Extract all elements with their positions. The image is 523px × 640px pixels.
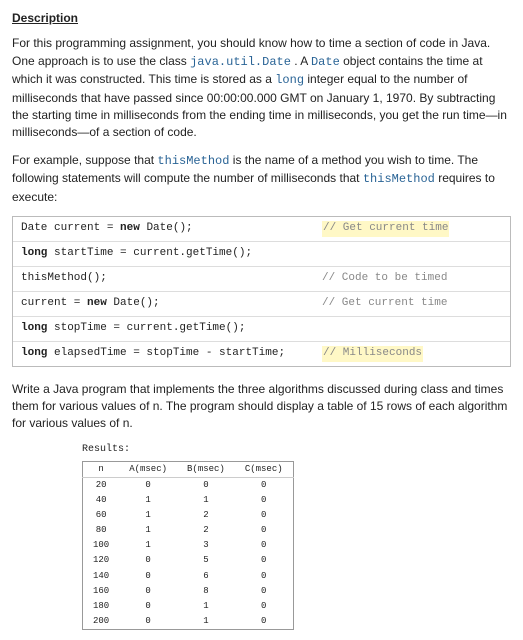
code-comment xyxy=(314,242,510,267)
cell: 0 xyxy=(235,508,293,523)
cell: 0 xyxy=(119,478,177,494)
cell: 1 xyxy=(119,538,177,553)
cell: 0 xyxy=(235,478,293,494)
cell: 3 xyxy=(177,538,235,553)
text: For example, suppose that xyxy=(12,153,157,167)
table-row: 100130 xyxy=(83,538,294,553)
cell: 1 xyxy=(119,493,177,508)
cell: 0 xyxy=(119,614,177,630)
table-row: 20000 xyxy=(83,478,294,494)
cell: 120 xyxy=(83,553,120,568)
col-header: n xyxy=(83,462,120,478)
cell: 0 xyxy=(235,599,293,614)
results-table: nA(msec)B(msec)C(msec) 20000401106012080… xyxy=(82,461,294,630)
cell: 20 xyxy=(83,478,120,494)
cell: 5 xyxy=(177,553,235,568)
code-line: long elapsedTime = stopTime - startTime; xyxy=(13,342,314,366)
code-java-util-date: java.util.Date xyxy=(190,55,291,69)
cell: 80 xyxy=(83,523,120,538)
cell: 0 xyxy=(235,553,293,568)
cell: 60 xyxy=(83,508,120,523)
cell: 0 xyxy=(177,478,235,494)
cell: 160 xyxy=(83,584,120,599)
paragraph-intro: For this programming assignment, you sho… xyxy=(12,35,511,141)
cell: 0 xyxy=(235,523,293,538)
cell: 1 xyxy=(177,599,235,614)
table-row: 40110 xyxy=(83,493,294,508)
col-header: B(msec) xyxy=(177,462,235,478)
cell: 0 xyxy=(235,493,293,508)
cell: 0 xyxy=(235,569,293,584)
table-row: 140060 xyxy=(83,569,294,584)
table-row: 120050 xyxy=(83,553,294,568)
code-comment: // Get current time xyxy=(314,217,510,242)
table-row: 180010 xyxy=(83,599,294,614)
code-comment: // Milliseconds xyxy=(314,342,510,366)
cell: 1 xyxy=(119,508,177,523)
cell: 0 xyxy=(119,584,177,599)
cell: 0 xyxy=(119,599,177,614)
code-long: long xyxy=(275,73,304,87)
code-block: Date current = new Date();// Get current… xyxy=(12,216,511,367)
col-header: A(msec) xyxy=(119,462,177,478)
cell: 100 xyxy=(83,538,120,553)
results-label: Results: xyxy=(82,443,511,458)
code-date: Date xyxy=(311,55,340,69)
cell: 8 xyxy=(177,584,235,599)
cell: 0 xyxy=(235,614,293,630)
cell: 0 xyxy=(235,538,293,553)
code-line: long startTime = current.getTime(); xyxy=(13,242,314,267)
cell: 0 xyxy=(235,584,293,599)
code-line: thisMethod(); xyxy=(13,267,314,292)
section-title: Description xyxy=(12,10,511,27)
col-header: C(msec) xyxy=(235,462,293,478)
table-row: 80120 xyxy=(83,523,294,538)
code-line: Date current = new Date(); xyxy=(13,217,314,242)
code-comment xyxy=(314,317,510,342)
cell: 1 xyxy=(119,523,177,538)
cell: 2 xyxy=(177,523,235,538)
code-line: long stopTime = current.getTime(); xyxy=(13,317,314,342)
table-row: 60120 xyxy=(83,508,294,523)
code-thismethod: thisMethod xyxy=(157,154,229,168)
table-row: 160080 xyxy=(83,584,294,599)
paragraph-task: Write a Java program that implements the… xyxy=(12,381,511,433)
cell: 0 xyxy=(119,553,177,568)
cell: 180 xyxy=(83,599,120,614)
table-row: 200010 xyxy=(83,614,294,630)
code-comment: // Code to be timed xyxy=(314,267,510,292)
paragraph-example: For example, suppose that thisMethod is … xyxy=(12,152,511,206)
cell: 1 xyxy=(177,493,235,508)
cell: 6 xyxy=(177,569,235,584)
text: . A xyxy=(294,54,311,68)
cell: 0 xyxy=(119,569,177,584)
code-line: current = new Date(); xyxy=(13,292,314,317)
cell: 200 xyxy=(83,614,120,630)
cell: 2 xyxy=(177,508,235,523)
code-thismethod: thisMethod xyxy=(363,172,435,186)
cell: 140 xyxy=(83,569,120,584)
cell: 1 xyxy=(177,614,235,630)
code-comment: // Get current time xyxy=(314,292,510,317)
cell: 40 xyxy=(83,493,120,508)
